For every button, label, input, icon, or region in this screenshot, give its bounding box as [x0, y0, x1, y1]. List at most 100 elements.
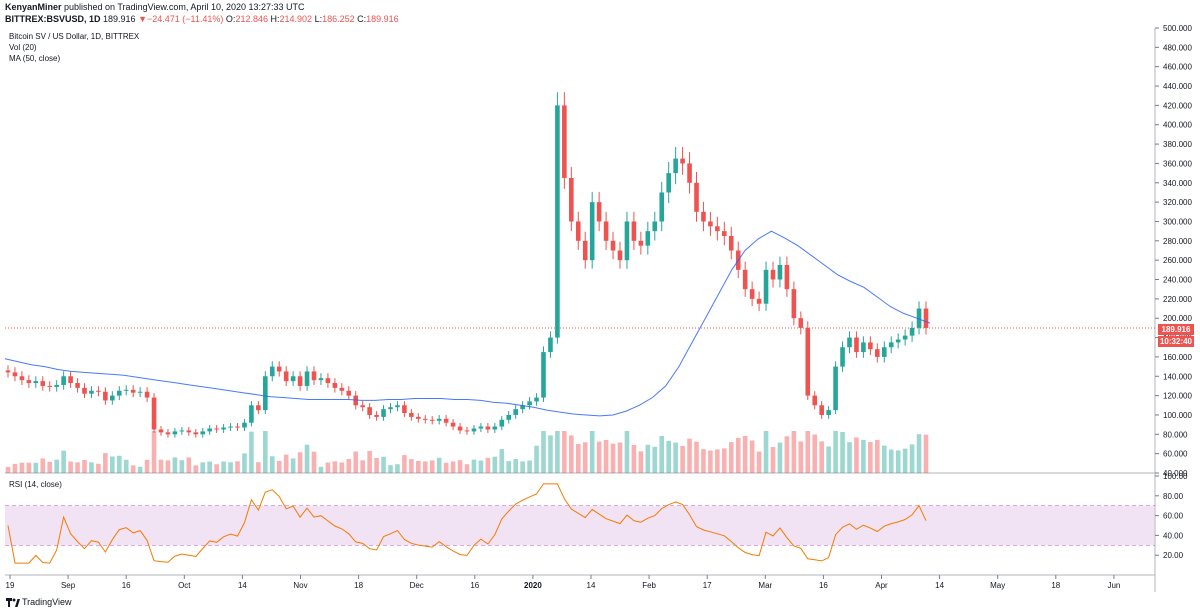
time-axis-label: 16	[819, 581, 828, 590]
candle-body	[624, 221, 630, 261]
time-axis-label: 14	[587, 581, 596, 590]
volume-bar	[471, 459, 477, 473]
candle-body	[332, 383, 338, 388]
volume-bar	[75, 462, 80, 473]
low-label: L:	[314, 14, 323, 24]
volume-bar	[256, 462, 261, 473]
candle-body	[193, 432, 199, 435]
candle-body	[902, 335, 908, 340]
low-value: 186.252	[322, 14, 355, 24]
volume-bar	[40, 458, 46, 473]
volume-bar	[346, 459, 352, 473]
volume-bar	[269, 456, 275, 473]
volume-bar	[367, 450, 372, 473]
volume-bar	[381, 456, 386, 473]
volume-bar	[610, 443, 616, 473]
volume-bar	[207, 461, 212, 473]
chart-title-legend: Bitcoin SV / US Dollar, 1D, BITTREX	[9, 32, 140, 41]
volume-bar	[506, 461, 512, 473]
price-axis-label: 140.000	[1163, 372, 1192, 381]
volume-bar	[708, 450, 713, 473]
candle-body	[513, 409, 518, 415]
candle-body	[854, 337, 859, 353]
candle-body	[457, 426, 463, 431]
candle-body	[228, 426, 233, 428]
candle-body	[708, 221, 713, 227]
volume-bar	[791, 431, 797, 473]
volume-bar	[812, 434, 818, 473]
candle-body	[137, 391, 143, 393]
volume-bar	[186, 457, 192, 473]
candle-body	[165, 432, 171, 435]
volume-bar	[520, 461, 525, 473]
publish-header: KenyanMiner published on TradingView.com…	[0, 0, 1200, 28]
volume-bar	[722, 448, 727, 473]
volume-bar	[193, 465, 199, 473]
volume-bar	[777, 442, 783, 473]
ma-line	[4, 230, 931, 417]
time-axis-label: Oct	[178, 581, 191, 590]
volume-bar	[687, 438, 692, 473]
candle-body	[589, 202, 595, 261]
price-axis-label: 460.000	[1163, 63, 1192, 72]
volume-bar	[881, 445, 887, 473]
candle-body	[582, 240, 588, 261]
candle-body	[645, 231, 651, 246]
volume-bar	[54, 459, 59, 473]
volume-bar	[548, 435, 553, 473]
candle-body	[666, 173, 671, 193]
volume-bar	[701, 449, 706, 473]
candle-body	[617, 250, 623, 261]
candle-body	[742, 269, 748, 290]
high-label: H:	[270, 14, 280, 24]
time-axis-label: 18	[1051, 581, 1060, 590]
candle-body	[40, 381, 46, 386]
candle-body	[33, 381, 39, 384]
volume-bar	[96, 463, 101, 473]
price-axis-label: 240.000	[1163, 276, 1192, 285]
volume-bar	[798, 441, 804, 473]
candle-body	[701, 211, 706, 222]
publisher-name[interactable]: KenyanMiner	[5, 2, 62, 12]
price-axis-label: 400.000	[1163, 121, 1192, 130]
ma-legend: MA (50, close)	[9, 54, 61, 63]
time-axis-label: 16	[122, 581, 131, 590]
candle-body	[360, 405, 365, 408]
price-axis-label: 40.000	[1163, 469, 1188, 478]
high-value: 214.902	[279, 14, 313, 24]
volume-bar	[47, 461, 53, 473]
price-axis-label: 80.000	[1163, 430, 1188, 439]
rsi-axis-label: 40.00	[1163, 531, 1184, 540]
candle-body	[395, 405, 400, 408]
volume-bar	[235, 461, 240, 473]
time-axis-label: Mar	[758, 581, 772, 590]
volume-bar	[325, 462, 331, 473]
time-axis-label: 2020	[524, 581, 542, 590]
candle-body	[923, 308, 929, 328]
volume-bar	[875, 439, 880, 473]
volume-bar	[436, 457, 442, 473]
tradingview-brand[interactable]: TradingView	[22, 597, 72, 607]
volume-bar	[680, 445, 685, 473]
candle-body	[422, 418, 428, 420]
candle-body	[325, 378, 331, 384]
candle-body	[318, 378, 324, 381]
time-axis-label: 14	[935, 581, 944, 590]
volume-bar	[429, 460, 435, 473]
time-axis-label: Sep	[61, 581, 76, 590]
candle-body	[777, 265, 783, 280]
candle-body	[652, 221, 658, 232]
price-axis-label: 340.000	[1163, 179, 1192, 188]
candle-body	[123, 389, 129, 391]
volume-bar	[596, 441, 602, 473]
volume-bar	[200, 462, 206, 473]
volume-bar	[770, 447, 776, 473]
volume-bar	[715, 449, 720, 473]
volume-bar	[645, 444, 651, 473]
price-axis-label: 280.000	[1163, 237, 1192, 246]
volume-bar	[5, 466, 11, 473]
candle-body	[478, 426, 484, 429]
candle-body	[680, 158, 685, 164]
rsi-axis-label: 60.00	[1163, 512, 1184, 521]
